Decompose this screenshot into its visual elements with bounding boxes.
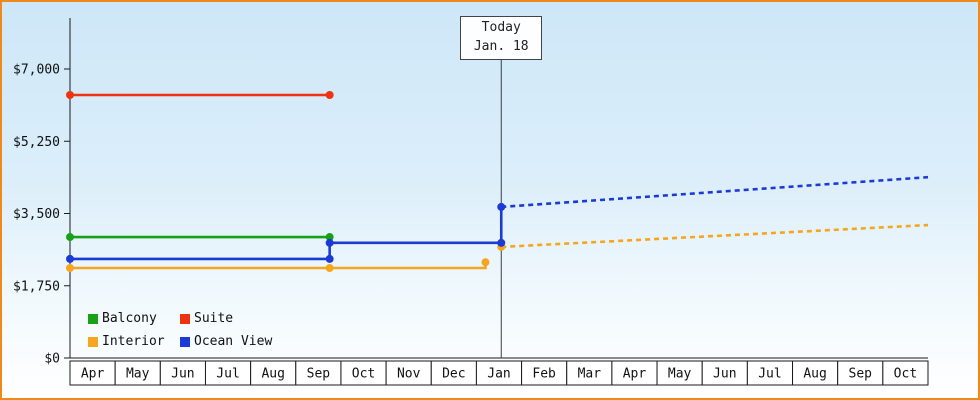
x-axis-month-label: May <box>126 367 150 382</box>
series-point-balcony <box>325 233 334 242</box>
series-point-ocean-view <box>497 238 506 247</box>
x-axis-month-label: Oct <box>894 367 917 382</box>
x-axis-month-label: Aug <box>261 367 284 382</box>
x-axis-month-label: May <box>668 367 692 382</box>
series-point-ocean-view <box>66 254 74 263</box>
legend-label-interior: Interior <box>102 334 165 349</box>
x-axis-month-label: Dec <box>442 367 465 382</box>
series-point-interior <box>66 263 74 272</box>
x-axis-month-cell <box>250 360 297 386</box>
x-axis-month-label: Jun <box>171 367 194 382</box>
series-point-interior <box>325 263 334 272</box>
today-label: Today <box>481 20 521 36</box>
legend-label-balcony: Balcony <box>102 311 157 326</box>
x-axis-month-label: Mar <box>578 367 602 382</box>
legend-label-suite: Suite <box>194 311 234 326</box>
x-axis-month-cell <box>69 360 116 386</box>
x-axis-month-label: Jul <box>758 367 781 382</box>
legend-item-ocean-view: Ocean View <box>180 334 272 349</box>
x-axis-month-label: Nov <box>397 367 421 382</box>
series-point-ocean-view <box>325 254 334 263</box>
x-axis-month-cell <box>792 360 839 386</box>
series-line-interior <box>501 223 929 249</box>
series-point-interior <box>481 258 490 267</box>
legend-swatch-balcony <box>88 313 98 324</box>
x-axis-month-label: Oct <box>352 367 375 382</box>
legend-label-ocean-view: Ocean View <box>194 334 273 349</box>
x-axis-month-cell <box>340 360 387 386</box>
y-axis-label: $5,250 <box>13 135 60 150</box>
x-axis-month-label: Apr <box>81 367 105 382</box>
x-axis-month-cell <box>656 360 703 386</box>
legend-item-interior: Interior <box>88 334 180 349</box>
today-marker: Today Jan. 18 <box>460 16 543 60</box>
chart-legend: Balcony Suite Interior Ocean View <box>88 311 272 349</box>
legend-swatch-interior <box>88 336 98 347</box>
x-axis-month-label: Feb <box>532 367 556 382</box>
x-axis-month-cell <box>521 360 568 386</box>
legend-swatch-ocean-view <box>180 336 190 347</box>
x-axis-month-cell <box>566 360 613 386</box>
x-axis-month-label: Jul <box>216 367 239 382</box>
legend-swatch-suite <box>180 313 190 324</box>
y-axis-label: $1,750 <box>13 279 60 294</box>
x-axis-month-label: Jun <box>713 367 736 382</box>
x-axis-month-cell <box>837 360 884 386</box>
x-axis-month-cell <box>114 360 161 386</box>
x-axis-month-cell <box>882 360 929 386</box>
x-axis-month-cell <box>611 360 658 386</box>
series-line-ocean-view <box>501 175 929 209</box>
x-axis-month-label: Apr <box>623 367 647 382</box>
series-point-ocean-view <box>325 238 334 247</box>
x-axis-month-cell <box>385 360 432 386</box>
series-point-suite <box>66 91 74 100</box>
x-axis-month-cell <box>430 360 477 386</box>
legend-item-balcony: Balcony <box>88 311 180 326</box>
series-line-ocean-view <box>70 206 503 261</box>
x-axis-month-label: Sep <box>849 367 873 382</box>
x-axis-month-cell <box>159 360 206 386</box>
y-axis-label: $3,500 <box>13 207 60 222</box>
x-axis-month-label: Sep <box>307 367 331 382</box>
y-axis-label: $7,000 <box>13 63 60 78</box>
x-axis-month-label: Aug <box>803 367 826 382</box>
legend-item-suite: Suite <box>180 311 272 326</box>
today-date: Jan. 18 <box>473 39 529 54</box>
x-axis-month-label: Jan <box>487 367 510 382</box>
series-line-interior <box>70 262 487 270</box>
y-axis-label: $0 <box>44 352 60 367</box>
series-point-suite <box>325 91 334 100</box>
series-point-balcony <box>66 233 74 242</box>
